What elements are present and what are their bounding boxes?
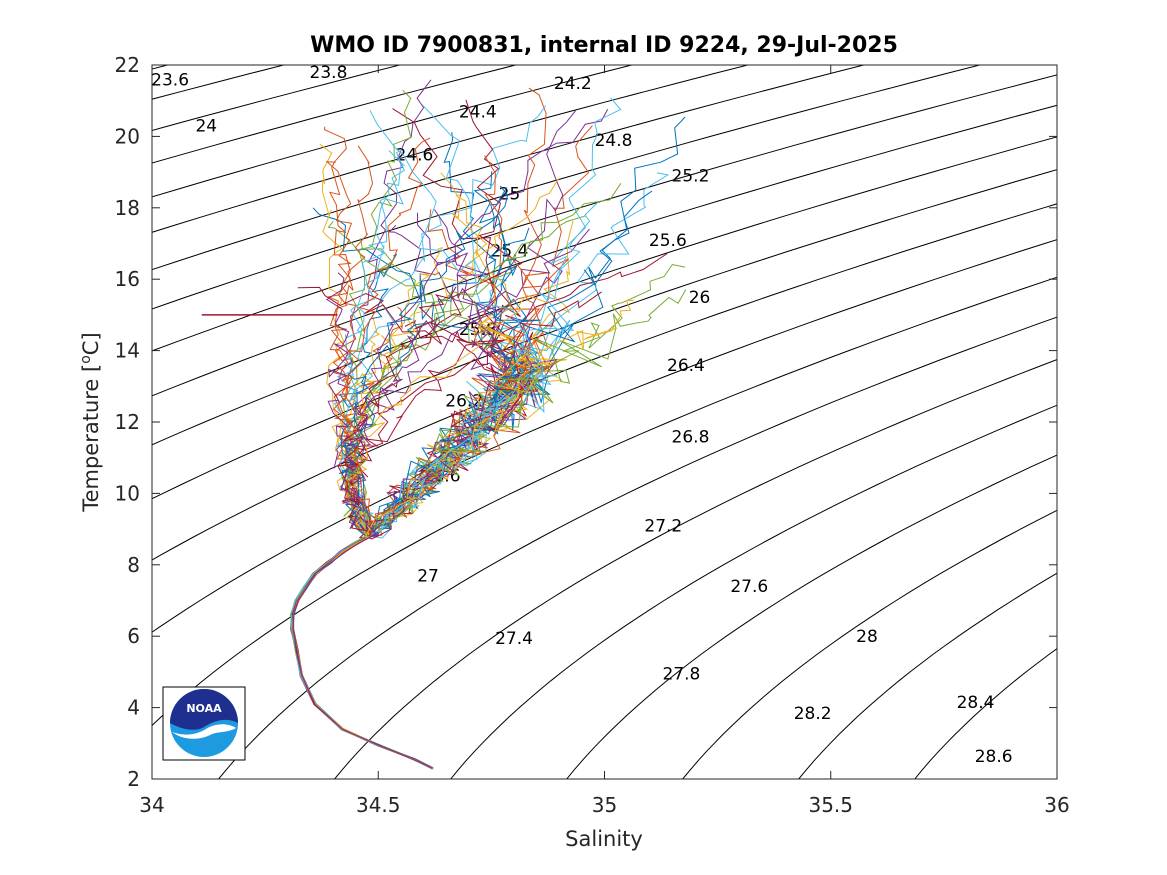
density-contour-line — [682, 509, 1057, 779]
profile-lines — [290, 79, 687, 770]
density-contour-label: 28 — [856, 627, 878, 647]
density-contour-label: 27.6 — [730, 577, 768, 597]
density-contour-line — [152, 104, 1057, 397]
density-contour-line — [152, 65, 866, 271]
density-contour-line — [152, 65, 750, 233]
density-contour-line — [152, 65, 286, 100]
noaa-logo-text: NOAA — [186, 702, 222, 715]
density-contour-label: 24.2 — [554, 74, 592, 94]
density-contour-label: 26.8 — [672, 427, 710, 447]
y-axis-label-sup: o — [78, 355, 94, 364]
y-tick-label: 8 — [127, 553, 140, 577]
y-tick-label: 4 — [127, 696, 140, 720]
density-contour-label: 27.4 — [495, 629, 533, 649]
profile-line — [292, 137, 434, 769]
y-tick-label: 10 — [115, 481, 140, 505]
density-contour-label: 25.2 — [672, 167, 710, 187]
density-contour-label: 28.6 — [975, 747, 1013, 767]
x-axis-label: Salinity — [565, 827, 643, 851]
density-contour-label: 24.4 — [459, 102, 497, 122]
x-tick-label: 36 — [1044, 793, 1069, 817]
y-tick-label: 2 — [127, 767, 140, 791]
x-tick-label: 34 — [139, 793, 164, 817]
x-tick-label: 35.5 — [808, 793, 853, 817]
density-contour-label: 26 — [689, 288, 711, 308]
profile-line — [291, 110, 545, 770]
density-contour-line — [152, 136, 1057, 446]
density-contour-line — [152, 169, 1057, 500]
chart-title: WMO ID 7900831, internal ID 9224, 29-Jul… — [310, 33, 898, 58]
density-contour-label: 24.8 — [595, 131, 633, 151]
density-contour-line — [152, 65, 402, 131]
y-tick-label: 20 — [115, 124, 140, 148]
density-contour-label: 25.4 — [491, 242, 529, 262]
density-contour-line — [914, 647, 1057, 779]
profile-line — [292, 316, 438, 769]
density-contour-label: 24.6 — [396, 145, 434, 165]
density-contour-label: 27.2 — [644, 517, 682, 537]
density-contour-line — [152, 239, 1057, 633]
density-contour-label: 28.4 — [957, 693, 995, 713]
y-axis-label-unit: C] — [79, 332, 103, 355]
y-axis-label: Temperature [oC] — [78, 332, 103, 512]
profile-line — [290, 183, 622, 769]
noaa-logo: NOAA — [162, 686, 246, 761]
density-contour-label: 23.6 — [151, 70, 189, 90]
x-axis-ticks: 34 34.5 35 35.5 36 — [139, 65, 1070, 817]
density-contour-line — [450, 404, 1057, 779]
y-axis-label-text: Temperature [ — [79, 364, 103, 513]
x-tick-label: 34.5 — [356, 793, 401, 817]
density-contour-label: 24 — [195, 117, 217, 137]
density-contour-label: 25.6 — [649, 231, 687, 251]
density-contour-line — [333, 359, 1057, 779]
density-contour-label: 27 — [417, 567, 439, 587]
density-contour-line — [152, 65, 982, 310]
y-tick-label: 6 — [127, 624, 140, 648]
y-tick-label: 16 — [115, 267, 140, 291]
y-tick-label: 22 — [115, 53, 140, 77]
density-contour-label: 23.8 — [310, 63, 348, 83]
x-tick-label: 35 — [592, 793, 617, 817]
density-contour-line — [152, 65, 518, 164]
density-contour-label: 28.2 — [794, 704, 832, 724]
density-contour-label: 26.4 — [667, 356, 705, 376]
density-contour-line — [217, 316, 1057, 779]
density-contours — [152, 65, 1057, 779]
density-contour-line — [798, 572, 1057, 779]
density-contour-label: 27.8 — [662, 665, 700, 685]
y-tick-label: 12 — [115, 410, 140, 434]
density-contour-line — [566, 454, 1057, 779]
density-contour-line — [152, 74, 1057, 352]
y-tick-label: 14 — [115, 339, 140, 363]
density-contour-line — [152, 65, 634, 198]
y-tick-label: 18 — [115, 196, 140, 220]
